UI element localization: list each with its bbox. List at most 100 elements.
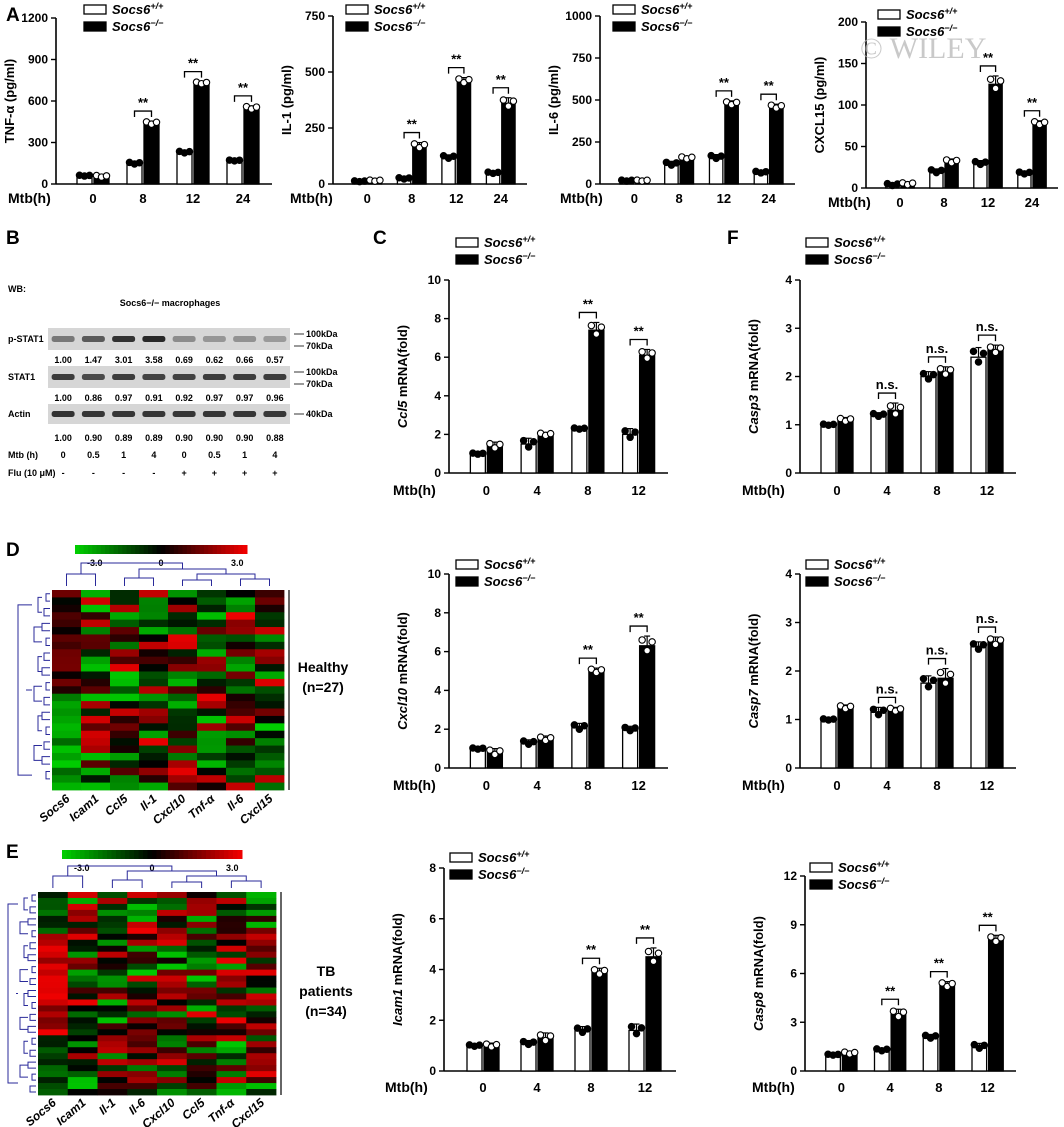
x-tick-label: 4 [887,1080,895,1095]
group-label: Healthy [298,659,349,675]
x-tick-label: 0 [896,195,903,210]
heatmap-cell [81,782,111,791]
heatmap-cell [38,921,69,929]
heatmap-cell [127,1017,158,1024]
data-point [491,750,499,759]
group-label: (n=27) [302,679,344,695]
blot-band [51,374,75,380]
data-point [850,1048,859,1057]
data-point [202,78,211,87]
heatmap-cell [226,590,256,598]
heatmap-cell [186,915,217,923]
heatmap-cell [139,708,169,717]
x-tick-label: 24 [236,191,251,206]
flu-value: + [212,468,217,478]
heatmap-cell [127,957,158,965]
heatmap-cell [127,915,158,923]
heatmap-cell [246,1011,277,1018]
heatmap-cell [81,775,111,783]
data-point [997,933,1005,942]
bar [870,414,887,474]
heatmap-cell [67,915,98,923]
heatmap-cell [127,963,158,971]
heatmap-cell [67,933,98,941]
bar [870,711,887,769]
heatmap-cell [110,597,140,606]
heatmap-cell [52,678,82,687]
data-point [896,403,905,412]
heatmap-cell [97,939,128,947]
band-quantification: 0.97 [236,393,254,403]
heatmap-cell [168,723,198,732]
x-axis-title: Mtb(h) [560,190,603,206]
heatmap-cell [97,897,128,905]
heatmap-cell [197,760,227,769]
heatmap-cell [255,782,285,791]
color-scale-segment [143,545,149,554]
heatmap-cell [81,649,111,658]
heatmap-cell [127,933,158,941]
heatmap-cell [127,1077,158,1084]
heatmap-cell [186,892,217,899]
data-point [762,167,770,176]
heatmap-cell [186,951,217,959]
heatmap-cell [186,1023,217,1030]
heatmap-cell [246,975,277,982]
heatmap-cell [110,649,140,658]
color-scale-min: -3.0 [74,863,90,873]
heatmap-cell [197,715,227,724]
heatmap-cell [246,1053,277,1060]
legend-label-wt: Socs6+/+ [834,556,886,572]
heatmap-cell [127,993,158,1000]
heatmap-cell [67,975,98,982]
heatmap-cell [186,1065,217,1072]
flu-value: + [242,468,247,478]
legend-swatch-wt [345,4,369,15]
heatmap-cell [197,649,227,658]
heatmap-cell [157,1047,188,1054]
heatmap-cell [139,738,169,746]
bar [143,122,160,185]
heatmap-cell [38,1053,69,1060]
color-scale-segment [186,545,192,554]
blot-band [172,336,196,342]
heatmap-cell [255,597,285,606]
heatmap-cell [186,1011,217,1018]
heatmap-cell [186,957,217,965]
heatmap-cell [226,597,256,606]
flu-value: - [92,468,95,478]
heatmap-cell [127,951,158,959]
y-tick-label: 8 [429,861,436,875]
heatmap-cell [110,752,140,761]
y-tick-label: 2 [785,664,792,678]
heatmap-cell [246,933,277,941]
blot-band [202,411,226,417]
data-point [991,348,1000,357]
heatmap-cell [67,1029,98,1036]
heatmap-cell [186,1041,217,1048]
heatmap-cell [38,951,69,959]
y-tick-label: 4 [785,567,792,581]
legend-label-wt: Socs6+/+ [484,234,536,250]
heatmap-cell [110,760,140,769]
color-scale-segment [80,850,85,859]
heatmap-cell [168,686,198,695]
mtb-value: 4 [272,450,277,460]
heatmap-cell [255,723,285,732]
significance-bracket [629,625,648,633]
legend-label-ko: Socs6−/− [834,251,886,267]
heatmap-cell [255,656,285,665]
data-point [529,437,538,446]
heatmap-cell [226,752,256,761]
heatmap-cell [97,1005,128,1012]
heatmap-cell [110,641,140,650]
significance-label: ** [885,983,896,998]
color-scale-segment [156,545,162,554]
data-point [969,640,978,648]
legend-swatch-ko [83,21,107,32]
heatmap-cell [81,745,111,754]
color-scale-segment [89,850,94,859]
data-point [981,158,990,166]
data-point [879,706,888,715]
